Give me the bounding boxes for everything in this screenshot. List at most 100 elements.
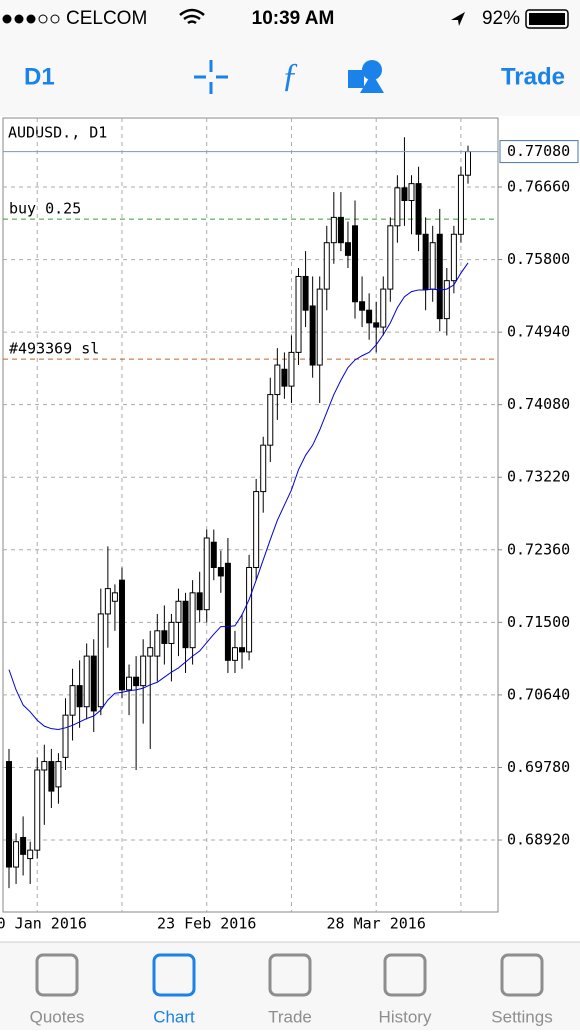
candle-body xyxy=(239,647,246,653)
candle-body xyxy=(443,280,450,320)
chart-title: AUDUSD., D1 xyxy=(8,124,107,142)
candle-body xyxy=(76,685,83,708)
candle-body xyxy=(147,647,154,657)
candle-body xyxy=(457,174,464,235)
candle-body xyxy=(408,183,415,202)
y-tick-label: 0.74940 xyxy=(507,323,570,341)
candle-body xyxy=(302,275,309,311)
candle-body xyxy=(175,600,182,623)
tab-label[interactable]: Trade xyxy=(268,1007,312,1026)
candle-body xyxy=(217,567,224,577)
candle-body xyxy=(274,364,281,396)
candle-body xyxy=(6,761,12,868)
candle-body xyxy=(316,288,323,366)
candle-body xyxy=(337,216,344,244)
y-tick-label: 0.69780 xyxy=(507,758,570,776)
candle-body xyxy=(366,309,373,324)
candle-body xyxy=(401,187,408,202)
tab-label[interactable]: History xyxy=(379,1007,432,1026)
location-icon xyxy=(451,12,465,26)
candle-body xyxy=(27,849,34,860)
candle-body xyxy=(20,837,27,855)
y-tick-label: 0.71500 xyxy=(507,613,570,631)
candle-body xyxy=(203,537,210,611)
candle-body xyxy=(224,562,231,661)
candle-body xyxy=(97,613,104,708)
candle-body xyxy=(111,592,118,602)
candle-body xyxy=(415,183,422,235)
tab-icon xyxy=(268,953,312,997)
candle-body xyxy=(323,242,330,290)
candle-body xyxy=(387,225,394,290)
battery-level: 92% xyxy=(482,8,520,29)
candle-body xyxy=(133,676,140,687)
moving-average xyxy=(8,262,469,731)
candle-body xyxy=(13,841,20,868)
clock: 10:39 AM xyxy=(252,8,335,29)
candle-body xyxy=(373,322,380,328)
candle-body xyxy=(126,676,133,691)
tab-icon xyxy=(383,953,427,997)
tab-icons xyxy=(35,953,544,997)
candle-body xyxy=(288,351,295,387)
y-tick-label: 0.76660 xyxy=(507,178,570,196)
order-label: #493369 sl xyxy=(9,340,99,358)
candle-body xyxy=(281,368,288,387)
battery-icon xyxy=(525,9,569,29)
crosshair-button[interactable] xyxy=(194,60,228,94)
y-tick-label: 0.68920 xyxy=(507,831,570,849)
candle-body xyxy=(436,233,443,320)
tab-label[interactable]: Settings xyxy=(491,1007,552,1026)
candle-body xyxy=(161,630,168,644)
candle-body xyxy=(69,685,76,716)
tab-icon xyxy=(152,953,196,997)
y-tick-label: 0.70640 xyxy=(507,685,570,703)
x-tick-label: 20 Jan 2016 xyxy=(0,915,87,933)
trade-button[interactable]: Trade xyxy=(501,63,565,90)
tab-icon xyxy=(35,953,79,997)
x-tick-label: 28 Mar 2016 xyxy=(327,915,426,933)
last-price-box xyxy=(499,140,579,164)
y-tick-label: 0.73220 xyxy=(507,468,570,486)
candle-body xyxy=(309,305,316,366)
objects-button[interactable] xyxy=(348,60,384,93)
candle-body xyxy=(104,588,111,615)
tab-bar xyxy=(0,942,580,1030)
plot-area xyxy=(2,117,499,913)
candle-body xyxy=(55,761,62,788)
carrier: CELCOM xyxy=(66,8,147,29)
candle-body xyxy=(182,600,189,649)
candle-body xyxy=(154,630,161,657)
top-bar xyxy=(0,0,580,116)
wifi-icon xyxy=(179,8,205,25)
tab-label[interactable]: Quotes xyxy=(30,1007,85,1026)
y-tick-label: 0.74080 xyxy=(507,395,570,413)
tab-icon xyxy=(500,953,544,997)
candle-body xyxy=(140,655,147,687)
candle-body xyxy=(422,233,429,290)
candle-body xyxy=(429,242,436,290)
indicators-button[interactable]: ƒ xyxy=(282,57,299,94)
last-price-label: 0.77080 xyxy=(507,142,570,160)
tab-label[interactable]: Chart xyxy=(153,1007,195,1026)
candle-body xyxy=(359,301,366,311)
candle-body xyxy=(168,621,175,644)
candle-body xyxy=(450,233,457,282)
candle-body xyxy=(189,592,196,649)
y-tick-label: 0.72360 xyxy=(507,540,570,558)
order-label: buy 0.25 xyxy=(9,200,81,218)
candle-body xyxy=(83,655,90,708)
y-tick-label: 0.75800 xyxy=(507,250,570,268)
battery-fill xyxy=(529,13,565,25)
candle-body xyxy=(295,275,302,353)
candle-body xyxy=(344,242,351,256)
candle-body xyxy=(394,187,401,227)
candle-body xyxy=(352,225,359,303)
candle-body xyxy=(380,288,387,328)
candle-body xyxy=(41,761,48,771)
timeframe-button[interactable]: D1 xyxy=(24,63,55,90)
candle-body xyxy=(330,216,337,244)
candle-body xyxy=(90,655,97,712)
